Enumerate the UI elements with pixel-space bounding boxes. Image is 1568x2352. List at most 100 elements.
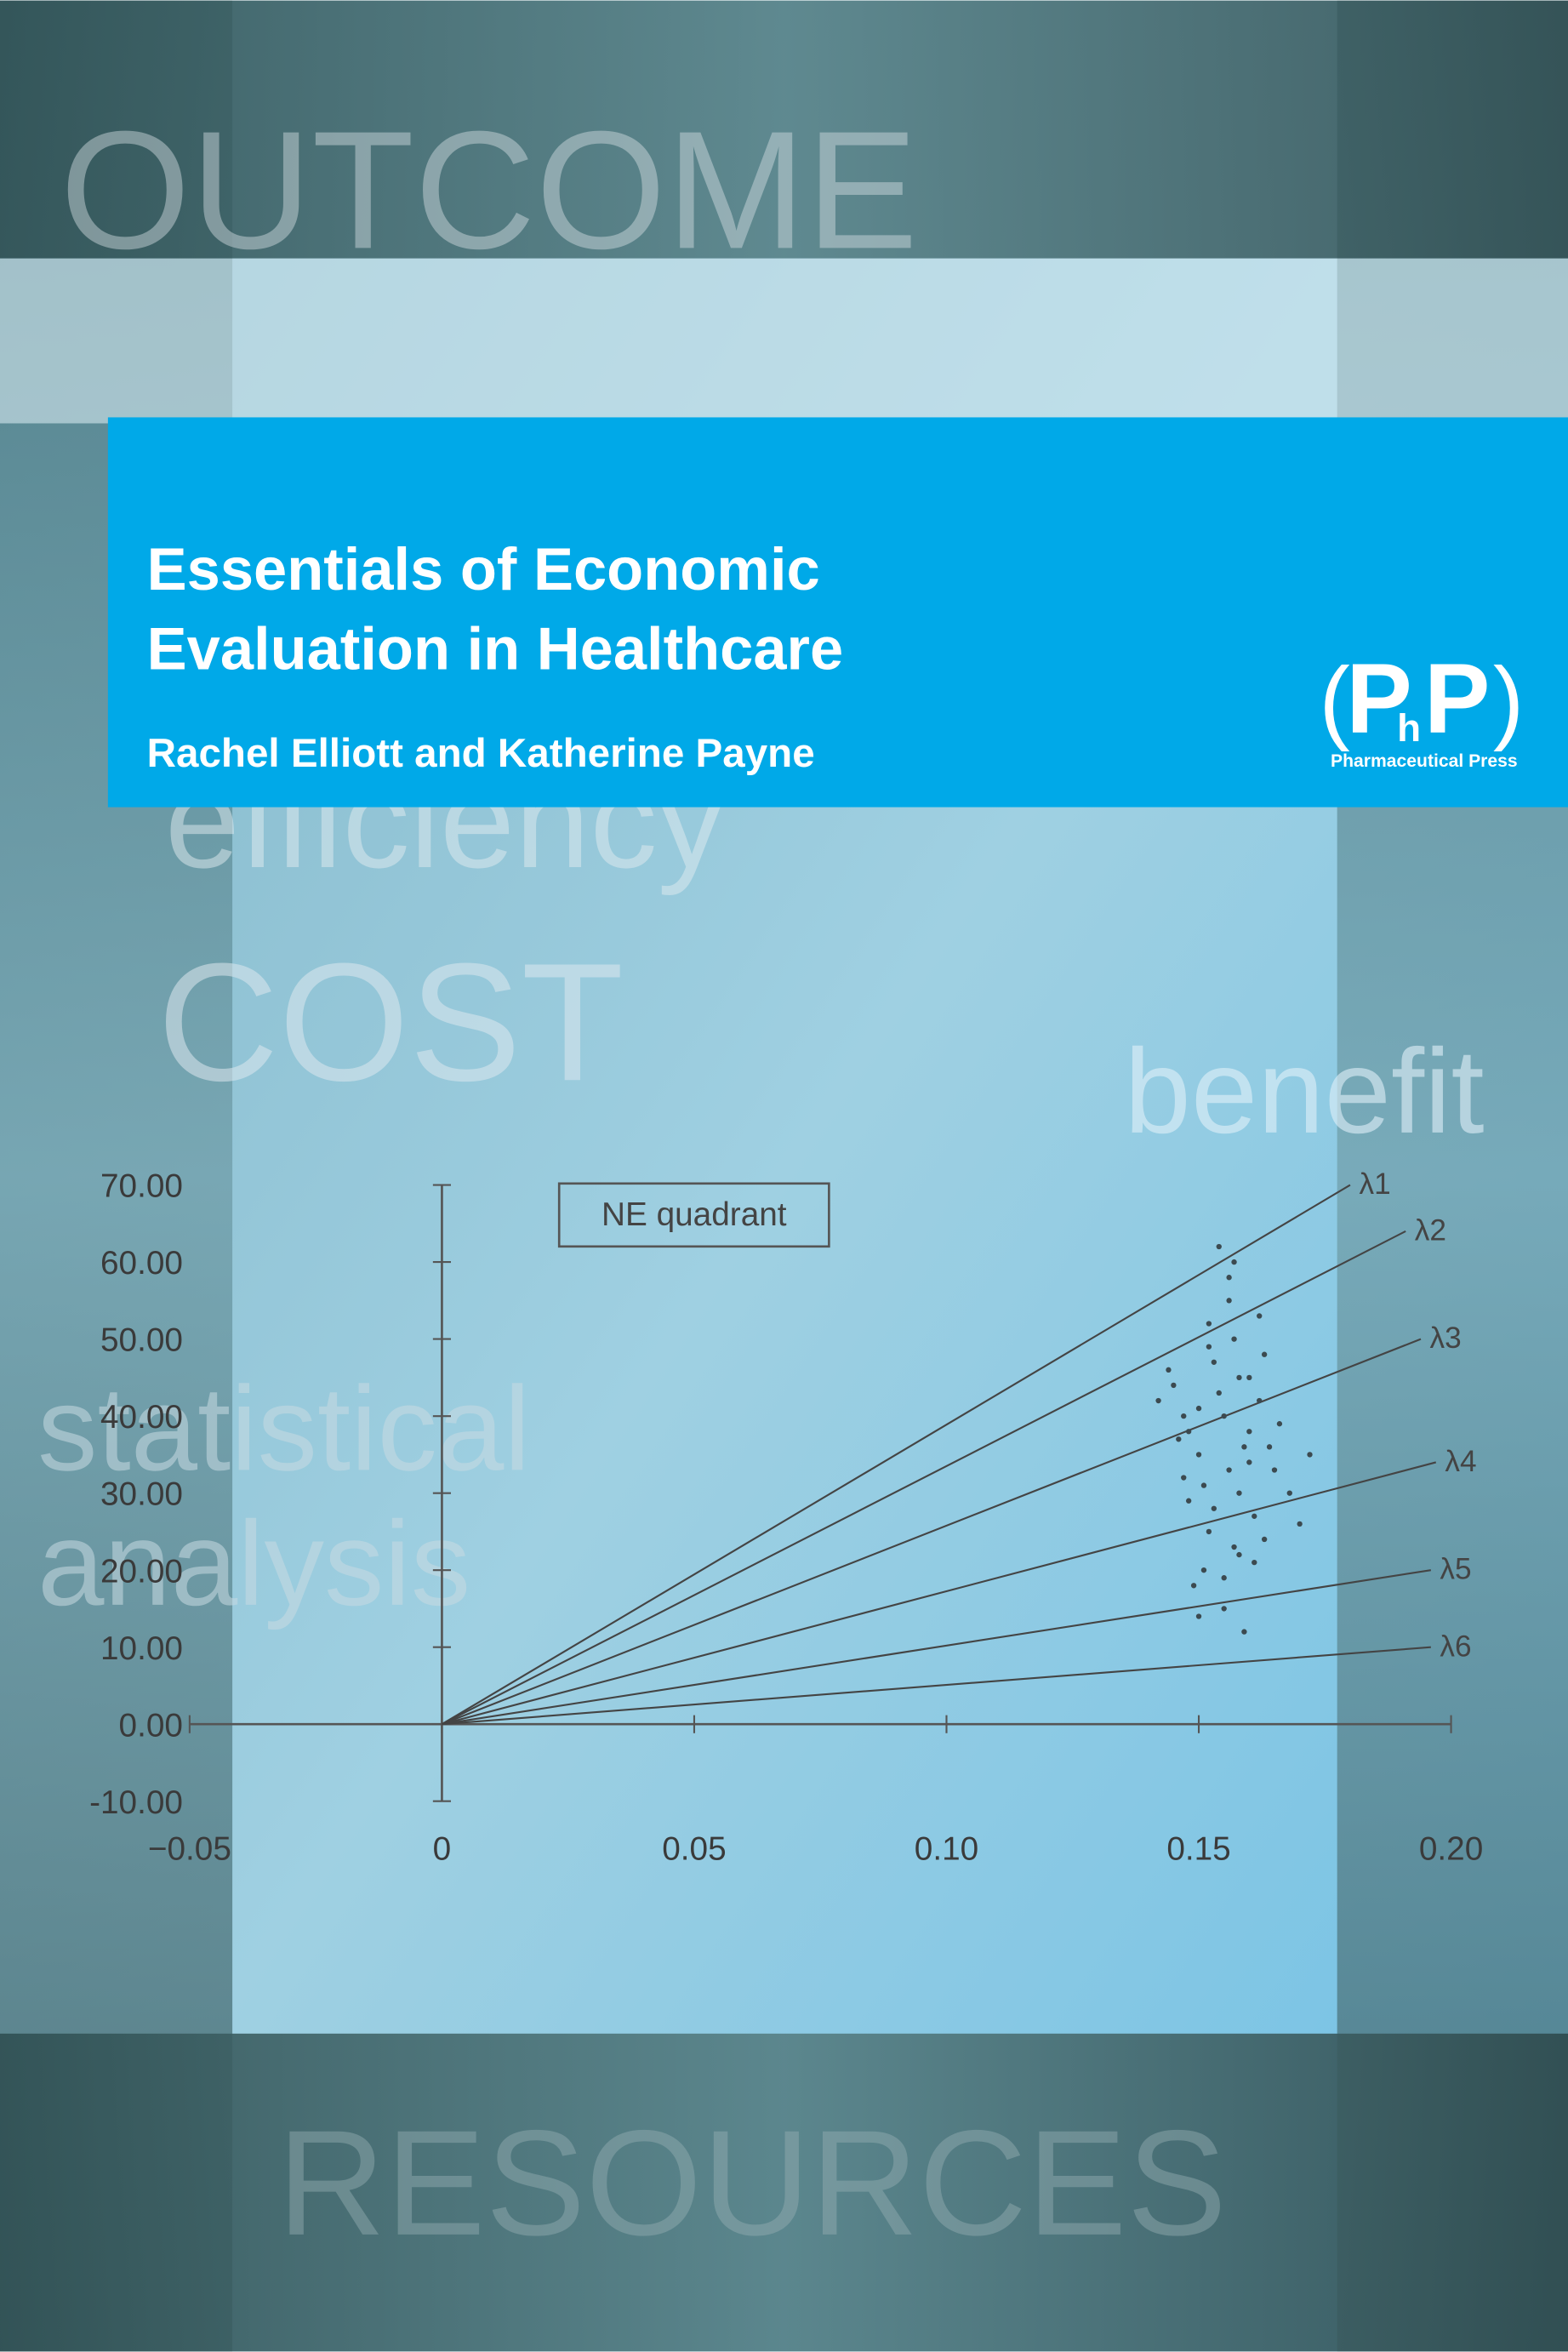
point <box>1261 1351 1268 1357</box>
logo-letter: P <box>1424 642 1491 753</box>
x-tick-label: −0.05 <box>148 1830 231 1867</box>
point <box>1252 1559 1257 1566</box>
point <box>1241 1444 1247 1450</box>
point <box>1231 1259 1237 1265</box>
top-band <box>0 0 1568 259</box>
bottom-band <box>0 2033 1568 2352</box>
y-tick-label: 60.00 <box>100 1245 183 1282</box>
point <box>1171 1382 1177 1389</box>
point <box>1211 1505 1217 1511</box>
background-word: analysis <box>37 1496 470 1630</box>
chart: NE quadrant -10.00 0.00 10.00 20.00 30.00 40.… <box>89 1167 1483 1867</box>
annotation: NE quadrant <box>602 1196 787 1233</box>
y-tick-label: 10.00 <box>100 1630 183 1667</box>
point <box>1176 1436 1182 1442</box>
point <box>1252 1513 1257 1519</box>
annotation-box <box>557 1182 830 1248</box>
point <box>1206 1344 1212 1350</box>
point <box>1236 1374 1242 1381</box>
point <box>1185 1429 1192 1435</box>
point <box>1261 1536 1268 1543</box>
background-word: statistical <box>37 1361 531 1495</box>
line-label: λ2 <box>1415 1213 1446 1247</box>
y-tick-label: 30.00 <box>100 1476 183 1513</box>
point <box>1181 1475 1187 1481</box>
point <box>1216 1243 1222 1250</box>
y-tick-label: 50.00 <box>100 1322 183 1359</box>
point <box>1257 1397 1263 1404</box>
y-tick-label: 70.00 <box>100 1168 183 1205</box>
point <box>1241 1629 1247 1635</box>
title-box <box>107 417 1568 808</box>
point <box>1226 1467 1232 1473</box>
threshold-line <box>442 1646 1431 1726</box>
publisher-logo: ( P h P ) Pharmaceutical Press <box>1320 642 1525 771</box>
point <box>1221 1575 1227 1581</box>
point <box>1257 1313 1263 1319</box>
point <box>1246 1429 1252 1435</box>
point <box>1190 1583 1197 1589</box>
x-tick-label: 0.05 <box>662 1830 726 1867</box>
threshold-line <box>442 1461 1437 1726</box>
threshold-line <box>442 1569 1432 1726</box>
logo-letter: h <box>1397 706 1421 750</box>
point <box>1221 1413 1227 1419</box>
point <box>1206 1321 1212 1327</box>
line-label: λ5 <box>1440 1553 1471 1586</box>
x-tick-label: 0.15 <box>1166 1830 1230 1867</box>
threshold-line <box>442 1338 1422 1726</box>
point <box>1307 1452 1313 1458</box>
threshold-line <box>441 1230 1406 1726</box>
point <box>1246 1459 1252 1465</box>
title-line: Essentials of Economic <box>147 535 820 602</box>
point <box>1276 1421 1283 1427</box>
y-tick-label: 0.00 <box>119 1707 183 1744</box>
light-band <box>0 258 1568 424</box>
point <box>1195 1613 1202 1619</box>
point <box>1181 1413 1187 1419</box>
point <box>1236 1490 1242 1496</box>
point <box>1166 1367 1172 1373</box>
point <box>1246 1374 1252 1381</box>
background-word: RESOURCES <box>277 2099 1227 2267</box>
logo-paren: ) <box>1493 648 1524 752</box>
point <box>1200 1482 1207 1488</box>
point <box>1216 1390 1222 1396</box>
logo-letter: P <box>1346 642 1412 753</box>
point <box>1206 1528 1212 1535</box>
point <box>1266 1444 1273 1450</box>
background-word: COST <box>157 928 624 1116</box>
background-word: benefit <box>1124 1024 1484 1158</box>
y-tick-label: 40.00 <box>100 1399 183 1436</box>
point <box>1297 1521 1303 1527</box>
line-label: λ3 <box>1430 1322 1462 1355</box>
point <box>1236 1551 1242 1558</box>
point <box>1226 1275 1232 1281</box>
x-tick-label: 0.10 <box>915 1830 978 1867</box>
line-label: λ6 <box>1440 1630 1471 1663</box>
x-tick-label: 0.20 <box>1419 1830 1483 1867</box>
publisher-name: Pharmaceutical Press <box>1331 751 1518 771</box>
authors: Rachel Elliott and Katherine Payne <box>147 731 815 776</box>
point <box>1286 1490 1292 1496</box>
point <box>1211 1359 1217 1365</box>
logo-paren: ( <box>1320 648 1350 752</box>
point <box>1226 1298 1232 1304</box>
line-label: λ1 <box>1360 1167 1391 1201</box>
title-line: Evaluation in Healthcare <box>147 614 843 682</box>
point <box>1185 1498 1192 1504</box>
point <box>1195 1405 1202 1412</box>
point <box>1231 1336 1237 1342</box>
point <box>1221 1606 1227 1612</box>
point <box>1200 1567 1207 1573</box>
point <box>1231 1544 1237 1550</box>
y-tick-label: 20.00 <box>100 1553 183 1590</box>
point <box>1271 1467 1278 1473</box>
point <box>1195 1452 1202 1458</box>
x-tick-label: 0 <box>433 1830 452 1867</box>
y-tick-label: -10.00 <box>89 1784 183 1821</box>
background-word: OUTCOME <box>60 95 918 283</box>
